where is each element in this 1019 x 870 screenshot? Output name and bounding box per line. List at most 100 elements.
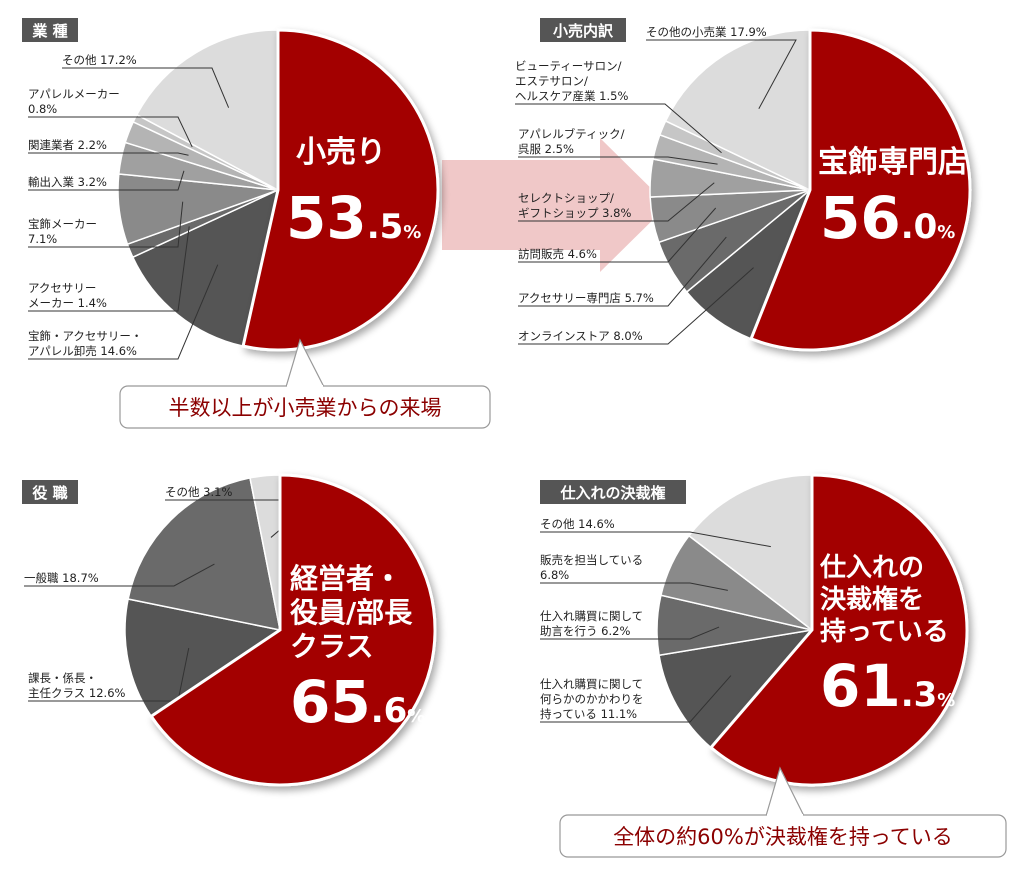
slice-label: 仕入れ購買に関して <box>540 609 643 623</box>
leader-line <box>646 39 797 110</box>
leader-line <box>28 152 189 156</box>
other-slices <box>124 474 282 718</box>
callout-text: 半数以上が小売業からの来場 <box>169 396 442 420</box>
value-unit: % <box>407 706 425 727</box>
highlight-label: 決裁権を <box>820 584 924 615</box>
slice-label: オンラインストア 8.0% <box>518 329 643 343</box>
highlight-slice-group <box>749 28 972 352</box>
callout-join <box>287 385 323 389</box>
pie-slice <box>135 29 279 192</box>
highlight-label: クラス <box>290 630 373 663</box>
highlight-slice-group <box>149 473 437 787</box>
leader-line <box>518 236 727 307</box>
value-dec: .0 <box>901 207 938 247</box>
leader-line <box>28 201 184 248</box>
slice-label: ヘルスケア産業 1.5% <box>515 89 628 103</box>
callout: 全体の約60%が決裁権を持っている <box>559 766 1007 858</box>
pie-slice <box>127 477 281 631</box>
value-int: 56 <box>820 184 901 252</box>
callout: 半数以上が小売業からの来場 <box>119 338 491 429</box>
leader-line <box>518 267 754 345</box>
highlight-slice <box>149 473 437 787</box>
highlight-label: 経営者・ <box>290 562 402 595</box>
pie-slice <box>658 628 814 749</box>
highlight-slice <box>749 28 972 352</box>
chart-title-bg <box>22 18 78 42</box>
chart-title: 仕入れの決裁権 <box>559 484 665 502</box>
chart-title: 小売内訳 <box>553 22 614 40</box>
highlight-value: 65.6% <box>290 668 425 736</box>
leader-line <box>540 675 732 723</box>
pie-slice <box>131 188 280 348</box>
slice-label: ビューティーサロン/ <box>515 59 622 73</box>
slice-label: 関連業者 2.2% <box>28 138 107 152</box>
highlight-value: 61.3% <box>820 652 955 720</box>
chart-title-bg <box>22 480 78 504</box>
value-dec: .6 <box>371 691 408 731</box>
highlight-value: 53.5% <box>286 184 421 252</box>
slice-label: 6.8% <box>540 568 569 582</box>
highlight-label: 役員/部長 <box>290 596 413 629</box>
leader-line <box>518 182 715 222</box>
value-unit: % <box>937 690 955 711</box>
slice-label: 呉服 2.5% <box>518 142 574 156</box>
slice-label: 主任クラス 12.6% <box>28 686 126 700</box>
slice-label: その他 17.2% <box>62 53 137 67</box>
slice-label: アパレルブティック/ <box>518 127 625 141</box>
slice-label: メーカー 1.4% <box>28 296 107 310</box>
leader-line <box>540 626 720 640</box>
value-unit: % <box>403 222 421 243</box>
slice-label: アクセサリー専門店 5.7% <box>518 291 654 305</box>
chart-title-bg <box>540 480 686 504</box>
value-dec: .5 <box>367 207 404 247</box>
slice-label: 0.8% <box>28 102 57 116</box>
slice-label: アクセサリー <box>28 281 96 295</box>
other-slices <box>649 29 811 340</box>
highlight-label: 持っている <box>820 617 949 647</box>
leader-line <box>28 170 185 191</box>
slice-label: 7.1% <box>28 232 57 246</box>
leader-line <box>28 264 219 360</box>
slice-label: セレクトショップ/ <box>518 191 614 205</box>
slice-label: 持っている 11.1% <box>540 707 637 721</box>
callout-join <box>767 814 803 818</box>
slice-label: エステサロン/ <box>515 74 588 88</box>
pie-slice <box>687 474 813 632</box>
highlight-slice <box>241 28 440 352</box>
other-slices <box>117 29 280 348</box>
leader-line <box>28 116 193 148</box>
leader-line <box>518 156 718 165</box>
pie-slice <box>664 29 811 192</box>
leader-line <box>62 67 230 108</box>
slice-label: ギフトショップ 3.8% <box>518 206 631 220</box>
slice-label: 輸出入業 3.2% <box>28 175 107 189</box>
chart-title: 役 職 <box>32 484 67 502</box>
other-slices <box>656 474 814 749</box>
chart-title: 業 種 <box>31 22 67 40</box>
slice-label: その他 14.6% <box>540 517 615 531</box>
leader-line <box>518 207 717 263</box>
slice-label: アパレルメーカー <box>28 87 120 101</box>
slice-label: 課長・係長・ <box>28 671 97 685</box>
highlight-label: 小売り <box>296 135 386 170</box>
flow-arrow <box>442 138 668 272</box>
value-unit: % <box>937 222 955 243</box>
slice-label: 訪問販売 4.6% <box>518 247 597 261</box>
leader-line <box>24 563 215 587</box>
slice-label: 何らかのかかわりを <box>540 692 644 706</box>
leader-line <box>28 226 190 312</box>
highlight-label: 宝飾専門店 <box>818 145 968 180</box>
pie-slice <box>124 598 282 718</box>
slice-label: 宝飾メーカー <box>28 217 97 231</box>
slice-label: 一般職 18.7% <box>24 571 99 585</box>
chart-title-bg <box>540 18 626 42</box>
chart-3: 役 職課長・係長・主任クラス 12.6% 一般職 18.7% その他 3.1% 経営者… <box>22 473 437 787</box>
slice-label: アパレル卸売 14.6% <box>28 344 137 358</box>
leader-line <box>540 582 728 591</box>
slice-label: 助言を行う 6.2% <box>540 624 630 638</box>
value-int: 61 <box>820 652 901 720</box>
value-int: 65 <box>290 668 371 736</box>
